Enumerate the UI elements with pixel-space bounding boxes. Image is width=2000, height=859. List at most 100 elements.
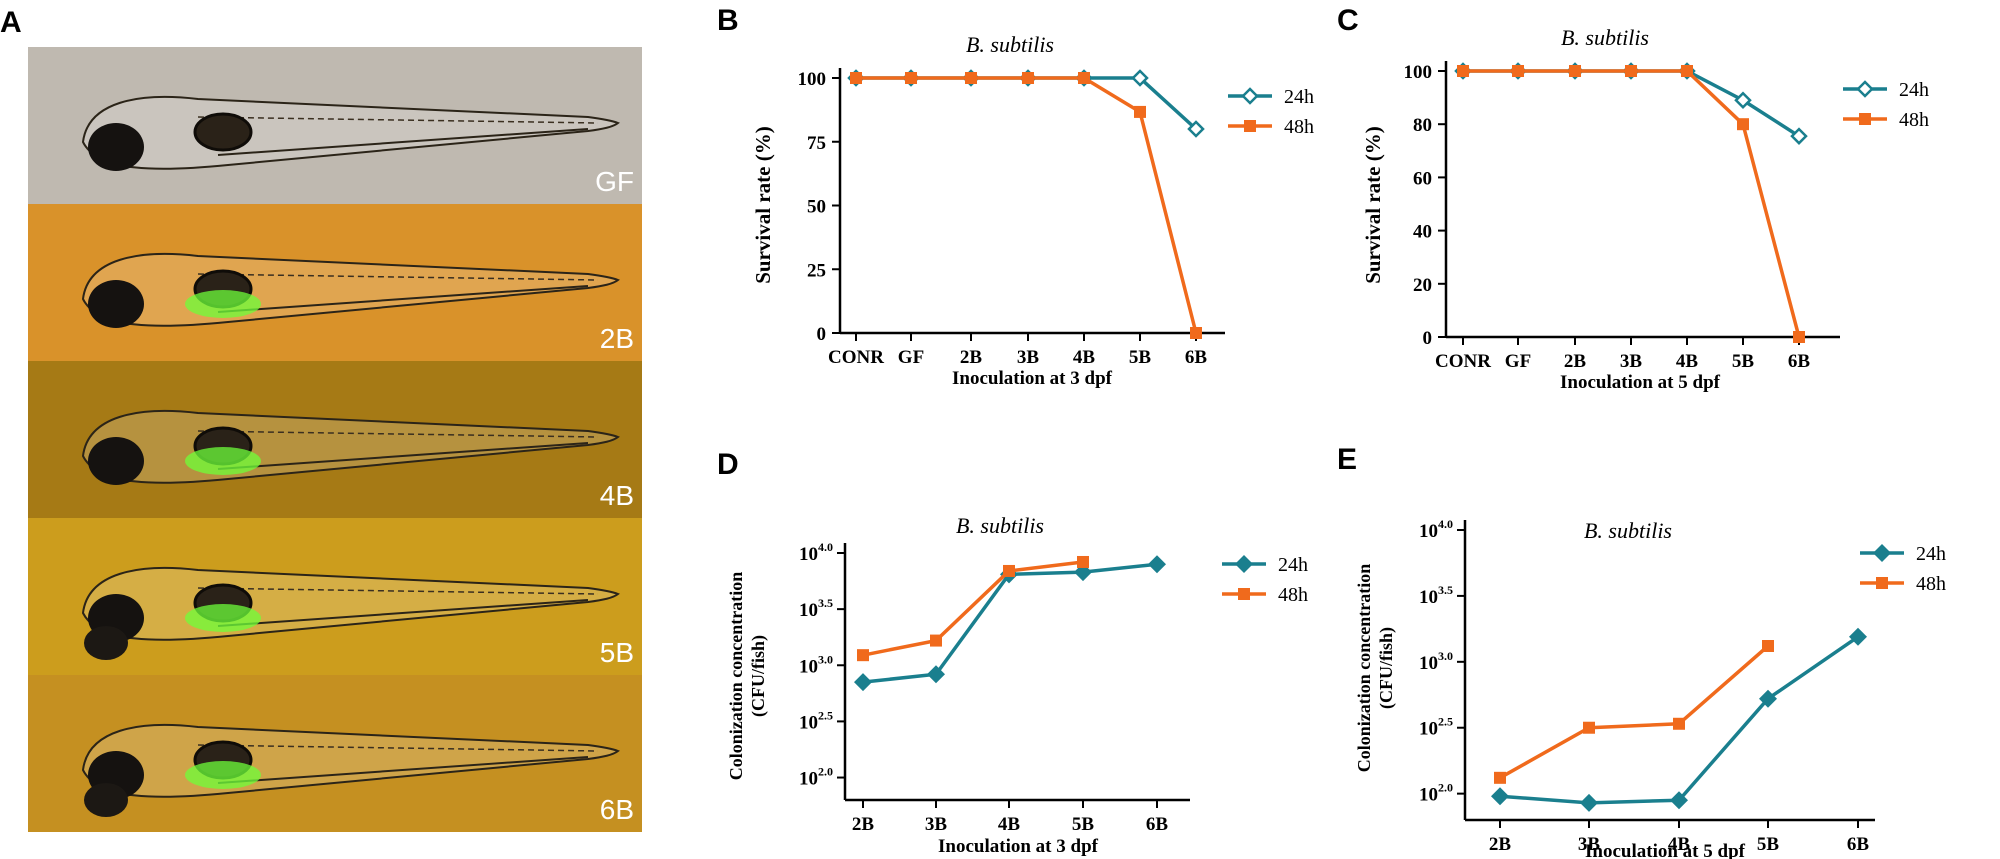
y-axis-label: Colonization concentration <box>1354 564 1374 773</box>
x-tick-label: 2B <box>1489 834 1512 855</box>
x-tick-label: 5B <box>1757 834 1780 855</box>
data-point-24h <box>1670 791 1688 810</box>
data-point-48h <box>1737 118 1749 131</box>
x-tick-label: 2B <box>1564 351 1587 372</box>
data-point-24h <box>1131 69 1149 87</box>
y-tick-label: 103.0 <box>1419 649 1453 674</box>
data-point-48h <box>905 72 917 84</box>
data-point-48h <box>1494 771 1506 784</box>
legend-label-48h: 48h <box>1284 116 1314 138</box>
fish-larva-4b <box>28 361 642 518</box>
fish-image-label-2b: 2B <box>599 323 634 354</box>
x-tick-label: 3B <box>1578 834 1601 855</box>
panel-b-letter: B <box>717 4 739 37</box>
y-tick-label: 60 <box>1413 168 1432 189</box>
data-point-48h <box>1190 327 1202 339</box>
panel-d-letter: D <box>717 448 739 481</box>
x-tick-label: 3B <box>1620 351 1643 372</box>
x-tick-label: 6B <box>1185 347 1208 368</box>
legend-label-24h: 24h <box>1916 543 1946 565</box>
x-tick-label: 5B <box>1072 814 1095 835</box>
x-tick-label: GF <box>1505 351 1531 372</box>
fish-image-4b: 4B <box>28 361 642 518</box>
x-tick-label: 4B <box>1668 834 1691 855</box>
data-point-48h <box>1681 65 1693 77</box>
panel-e-letter: E <box>1337 443 1358 476</box>
data-point-24h <box>1734 91 1752 110</box>
fish-image-6b: 6B <box>28 675 642 832</box>
y-tick-label: 102.0 <box>1419 781 1453 806</box>
x-axis-label: Inoculation at 5 dpf <box>1560 372 1721 393</box>
y-tick-label: 103.5 <box>1419 583 1453 608</box>
x-tick-label: GF <box>898 347 924 368</box>
y-tick-label: 104.0 <box>1419 517 1453 542</box>
y-tick-label: 0 <box>817 324 827 345</box>
chart-title: B. subtilis <box>956 513 1044 538</box>
legend-marker-24h <box>1235 555 1253 573</box>
fish-image-2b: 2B <box>28 204 642 361</box>
data-point-48h <box>1583 721 1595 734</box>
fish-image-label-6b: 6B <box>599 794 634 825</box>
legend-label-48h: 48h <box>1916 573 1946 595</box>
y-axis-label: Survival rate (%) <box>751 126 775 283</box>
y-axis-label: Colonization concentration <box>726 572 746 781</box>
y-tick-label: 104.0 <box>799 540 833 565</box>
y-tick-label: 80 <box>1413 115 1432 136</box>
x-tick-label: 6B <box>1146 814 1169 835</box>
panel-a-letter: A <box>0 6 22 39</box>
data-point-48h <box>857 649 869 662</box>
x-tick-label: 4B <box>998 814 1021 835</box>
data-point-48h <box>965 72 977 84</box>
x-tick-label: 3B <box>1017 347 1040 368</box>
y-tick-label: 0 <box>1423 328 1433 349</box>
y-tick-label: 100 <box>798 69 827 90</box>
fish-image-label-4b: 4B <box>599 480 634 511</box>
panel-c-letter: C <box>1337 4 1359 37</box>
fish-larva-5b <box>28 518 642 675</box>
chart-title: B. subtilis <box>1561 25 1649 50</box>
fish-image-gf: GF <box>28 47 642 204</box>
chart-b: B. subtilis 0 25 50 75 100 CONR GF 2B 3B 4B 5B 6B Ino… <box>751 32 1314 389</box>
data-point-48h <box>1003 564 1015 577</box>
series-line-48h <box>862 560 1084 657</box>
y-tick-label: 103.0 <box>799 652 833 677</box>
data-point-48h <box>1762 640 1774 652</box>
data-point-48h <box>1077 555 1089 568</box>
y-tick-label: 50 <box>807 197 826 218</box>
x-axis-label: Inoculation at 3 dpf <box>938 836 1099 857</box>
y-axis-label-unit: (CFU/fish) <box>748 635 769 717</box>
data-point-24h <box>1790 127 1808 145</box>
data-point-48h <box>1078 72 1090 84</box>
y-axis-label: Survival rate (%) <box>1361 126 1385 283</box>
legend-marker-48h <box>1876 577 1888 589</box>
fish-larva-gf <box>28 47 642 204</box>
x-axis-label: Inoculation at 3 dpf <box>952 368 1113 389</box>
y-tick-label: 40 <box>1413 222 1432 243</box>
data-point-48h <box>1512 65 1524 77</box>
chart-d: B. subtilis 102.0 102.5 103.0 103.5 104.0 2B 3B… <box>726 513 1308 857</box>
x-tick-label: 2B <box>852 814 875 835</box>
legend-marker-48h <box>1238 588 1250 600</box>
data-point-24h <box>1759 689 1777 708</box>
data-point-24h <box>927 665 945 684</box>
data-point-24h <box>1491 787 1509 806</box>
fish-image-5b: 5B <box>28 518 642 675</box>
legend-label-24h: 24h <box>1899 79 1929 101</box>
legend-marker-24h <box>1856 80 1874 98</box>
data-point-24h <box>1849 627 1867 646</box>
chart-c: B. subtilis 0 20 40 60 80 100 CONR GF 2B 3B 4B 5B 6B I… <box>1361 25 1929 393</box>
data-point-48h <box>930 634 942 647</box>
legend-label-24h: 24h <box>1278 554 1308 576</box>
data-point-24h <box>1580 793 1598 812</box>
data-point-48h <box>850 72 862 84</box>
fish-larva-2b <box>28 204 642 361</box>
x-tick-label: CONR <box>828 347 884 368</box>
x-tick-label: CONR <box>1435 351 1491 372</box>
y-tick-label: 25 <box>807 260 826 281</box>
data-point-24h <box>854 673 872 692</box>
legend-marker-48h <box>1859 113 1871 125</box>
legend-label-24h: 24h <box>1284 86 1314 108</box>
fish-image-label-gf: GF <box>595 166 634 197</box>
data-point-48h <box>1457 65 1469 77</box>
